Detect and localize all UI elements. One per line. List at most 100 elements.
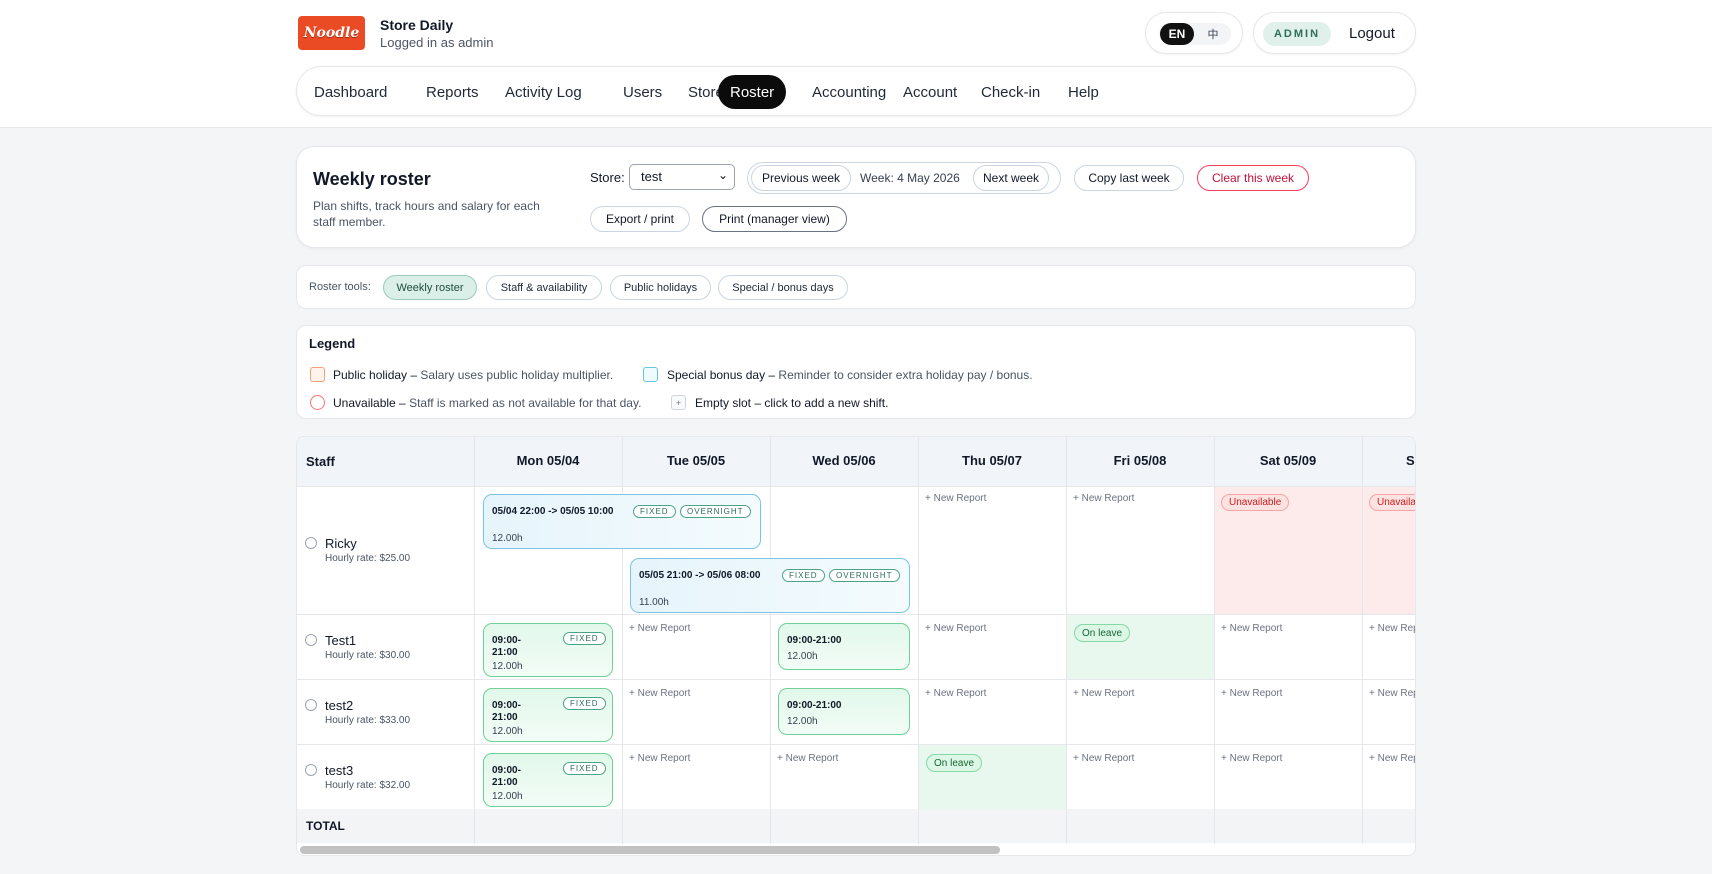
page-title: Weekly roster — [313, 169, 431, 189]
horizontal-scrollbar[interactable] — [300, 846, 1000, 854]
shift-test2-mon[interactable]: 09:00- 21:00 FIXED 12.00h — [483, 688, 613, 742]
day-header-sat: Sat 05/09 — [1259, 453, 1317, 468]
nav-roster[interactable]: Roster — [718, 75, 787, 109]
staff-select-ricky[interactable] — [305, 537, 317, 549]
tool-special-bonus-days[interactable]: Special / bonus days — [718, 275, 848, 300]
copy-last-week-button[interactable]: Copy last week — [1074, 165, 1184, 191]
shift-time: 09:00-21:00 — [787, 635, 842, 646]
top-bar: Noodle Store Daily Logged in as admin EN… — [0, 0, 1712, 128]
shift-hours: 12.00h — [492, 726, 523, 737]
logout-button[interactable]: Logout — [1349, 25, 1395, 42]
user-menu: ADMIN Logout — [1253, 12, 1416, 54]
brand-logo[interactable]: Noodle — [298, 16, 365, 50]
shift-ricky-tue[interactable]: 05/05 21:00 -> 05/06 08:00 FIXED OVERNIG… — [630, 558, 910, 613]
legend-special-bonus-label: Special bonus day – — [667, 368, 776, 382]
shift-ricky-mon[interactable]: 05/04 22:00 -> 05/05 10:00 FIXED OVERNIG… — [483, 494, 761, 549]
day-header-wed: Wed 05/06 — [812, 453, 876, 468]
print-manager-view-button[interactable]: Print (manager view) — [702, 206, 847, 232]
legend-special-bonus-desc: Reminder to consider extra holiday pay /… — [778, 368, 1033, 382]
nav-account[interactable]: Account — [903, 83, 958, 101]
logo-text: Noodle — [303, 25, 360, 41]
new-report-test1-sat[interactable]: + New Report — [1221, 623, 1283, 634]
roster-header-row — [297, 437, 1415, 486]
fixed-tag: FIXED — [782, 569, 825, 582]
shift-time: 05/05 21:00 -> 05/06 08:00 — [639, 570, 761, 581]
lang-en-button[interactable]: EN — [1160, 23, 1194, 45]
fixed-tag: FIXED — [633, 505, 676, 518]
nav-reports[interactable]: Reports — [426, 83, 479, 101]
legend-title: Legend — [309, 336, 356, 351]
new-report-test2-fri[interactable]: + New Report — [1073, 688, 1135, 699]
new-report-test3-sat[interactable]: + New Report — [1221, 753, 1283, 764]
day-header-tue: Tue 05/05 — [666, 453, 726, 468]
legend-public-holiday: Public holiday – Salary uses public holi… — [333, 368, 613, 382]
staff-select-test2[interactable] — [305, 699, 317, 711]
unavailable-badge: Unavaila — [1369, 494, 1415, 511]
day-header-mon: Mon 05/04 — [516, 453, 580, 468]
previous-week-button[interactable]: Previous week — [751, 165, 851, 191]
legend-public-holiday-desc: Salary uses public holiday multiplier. — [420, 368, 614, 382]
roster-header-card: Weekly roster Plan shifts, track hours a… — [296, 146, 1416, 248]
tool-public-holidays[interactable]: Public holidays — [610, 275, 711, 300]
overnight-tag: OVERNIGHT — [829, 569, 900, 582]
new-report-test1-sun[interactable]: + New Report — [1369, 623, 1415, 634]
staff-select-test1[interactable] — [305, 634, 317, 646]
staff-rate-test1: Hourly rate: $30.00 — [325, 650, 411, 661]
staff-select-test3[interactable] — [305, 764, 317, 776]
new-report-test1-thu[interactable]: + New Report — [925, 623, 987, 634]
tool-weekly-roster[interactable]: Weekly roster — [383, 275, 477, 300]
new-report-ricky-fri[interactable]: + New Report — [1073, 493, 1135, 504]
nav-accounting[interactable]: Accounting — [812, 83, 887, 101]
app-title: Store Daily — [380, 17, 454, 33]
export-print-button[interactable]: Export / print — [590, 206, 690, 232]
new-report-test3-sun[interactable]: + New Report — [1369, 753, 1415, 764]
week-label: Week: 4 May 2026 — [860, 171, 960, 185]
chevron-down-icon: ⌄ — [717, 168, 728, 182]
shift-test1-mon[interactable]: 09:00- 21:00 FIXED 12.00h — [483, 623, 613, 677]
shift-time: 09:00- 21:00 — [492, 700, 521, 723]
new-report-test3-wed[interactable]: + New Report — [777, 753, 839, 764]
next-week-button[interactable]: Next week — [973, 165, 1049, 191]
staff-column-header: Staff — [306, 454, 335, 469]
shift-hours: 12.00h — [787, 651, 818, 662]
roster-table: Staff Mon 05/04 Tue 05/05 Wed 05/06 Thu … — [296, 436, 1416, 856]
new-report-test1-tue[interactable]: + New Report — [629, 623, 691, 634]
day-header-thu: Thu 05/07 — [962, 453, 1022, 468]
legend-public-holiday-label: Public holiday – — [333, 368, 418, 382]
new-report-ricky-thu[interactable]: + New Report — [925, 493, 987, 504]
unavailable-swatch — [310, 395, 325, 410]
nav-dashboard[interactable]: Dashboard — [314, 83, 388, 101]
new-report-test2-tue[interactable]: + New Report — [629, 688, 691, 699]
new-report-test2-thu[interactable]: + New Report — [925, 688, 987, 699]
legend-empty-slot: Empty slot – click to add a new shift. — [695, 396, 888, 410]
shift-time: 09:00-21:00 — [787, 700, 842, 711]
new-report-test2-sun[interactable]: + New Report — [1369, 688, 1415, 699]
staff-name-test1: Test1 — [325, 633, 357, 648]
store-select-value: test — [641, 169, 662, 184]
shift-test2-wed[interactable]: 09:00-21:00 12.00h — [778, 688, 910, 735]
nav-check-in[interactable]: Check-in — [981, 83, 1041, 101]
tool-staff-availability[interactable]: Staff & availability — [486, 275, 602, 300]
new-report-test2-sat[interactable]: + New Report — [1221, 688, 1283, 699]
shift-test3-mon[interactable]: 09:00- 21:00 FIXED 12.00h — [483, 753, 613, 807]
new-report-test3-fri[interactable]: + New Report — [1073, 753, 1135, 764]
lang-zh-button[interactable]: 中 — [1207, 28, 1219, 41]
clear-week-button[interactable]: Clear this week — [1197, 165, 1309, 191]
legend-special-bonus: Special bonus day – Reminder to consider… — [667, 368, 1033, 382]
nav-help[interactable]: Help — [1068, 83, 1099, 101]
legend-unavailable-desc: Staff is marked as not available for tha… — [409, 396, 642, 410]
plus-icon: + — [671, 395, 686, 410]
unavailable-badge: Unavailable — [1221, 494, 1290, 511]
on-leave-badge: On leave — [1074, 624, 1131, 642]
week-navigator: Previous week Week: 4 May 2026 Next week — [747, 162, 1061, 194]
language-switcher: EN 中 — [1145, 12, 1243, 54]
nav-users[interactable]: Users — [623, 83, 663, 101]
public-holiday-swatch — [310, 367, 325, 382]
legend-unavailable: Unavailable – Staff is marked as not ava… — [333, 396, 641, 410]
logged-in-status: Logged in as admin — [380, 35, 494, 50]
store-select[interactable]: test ⌄ — [629, 164, 735, 190]
total-row — [297, 809, 1415, 843]
nav-activity-log[interactable]: Activity Log — [505, 83, 582, 101]
new-report-test3-tue[interactable]: + New Report — [629, 753, 691, 764]
shift-test1-wed[interactable]: 09:00-21:00 12.00h — [778, 623, 910, 670]
